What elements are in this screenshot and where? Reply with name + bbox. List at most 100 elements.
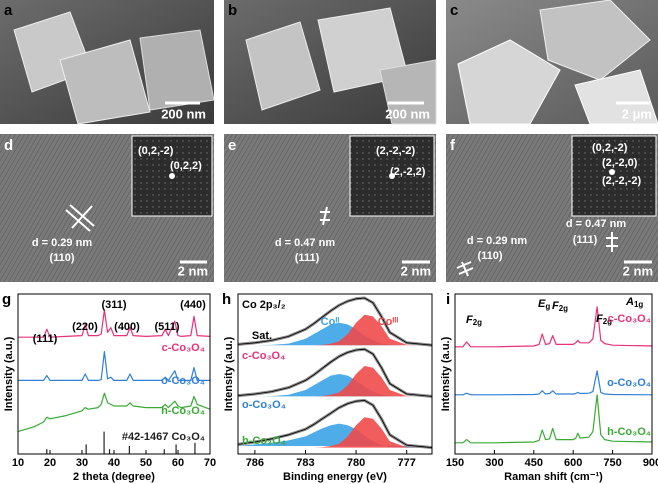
peak-sub: 2g xyxy=(559,304,568,313)
fit-component xyxy=(238,322,432,346)
fit-component xyxy=(238,366,432,397)
peak-symbol: F xyxy=(596,313,603,325)
x-tick-label: 783 xyxy=(296,457,314,469)
d-spacing: d = 0.47 nm xyxy=(275,237,335,249)
series-label: h-Co₃O₄ xyxy=(161,405,205,417)
fft-inset xyxy=(349,135,435,217)
peak-label: (220) xyxy=(72,321,98,333)
series-line xyxy=(455,370,653,396)
lattice-marker xyxy=(456,261,474,277)
fit-component xyxy=(238,417,432,448)
fft-index: (2,-2,-2) xyxy=(376,145,415,157)
peak-sub: 2g xyxy=(603,317,612,326)
chart-i-annotations: i F2g Eg F2g F2g A1g c-Co₃O₄ o-Co₃O₄ h-C… xyxy=(446,291,651,438)
panel-b: b 200 nm xyxy=(224,0,437,125)
peak-symbol: F xyxy=(466,314,473,326)
series-label: o-Co₃O₄ xyxy=(607,377,651,389)
peak-label: (400) xyxy=(114,321,140,333)
series-line xyxy=(237,297,433,346)
fft-inset xyxy=(571,135,657,217)
d-spacing: d = 0.29 nm xyxy=(467,235,527,247)
fft-index: (0,2,-2) xyxy=(138,145,174,157)
x-tick-label: 10 xyxy=(12,457,24,469)
plot-frame xyxy=(237,293,433,455)
x-tick-label: 777 xyxy=(398,457,416,469)
plate xyxy=(574,69,658,125)
plane-index: (110) xyxy=(49,252,74,264)
lattice-marker xyxy=(606,232,618,252)
peak-sub: 1g xyxy=(634,300,643,309)
panel-label: h xyxy=(222,291,231,308)
series-label: o-Co₃O₄ xyxy=(242,399,286,411)
peak-symbol: E xyxy=(538,298,546,310)
scale-label: 2 nm xyxy=(178,263,208,278)
scale-label: 200 nm xyxy=(161,106,206,121)
fft-index: (2,-2,0) xyxy=(602,157,638,169)
x-tick-label: 40 xyxy=(108,457,120,469)
peak-label: F2g xyxy=(466,314,482,327)
scale-label: 2 nm xyxy=(401,263,431,278)
series-line xyxy=(18,351,210,381)
chart-h-annotations: h Co 2p₃/₂ Sat. Coᴵᴵ Coᴵᴵᴵ c-Co₃O₄ o-Co₃… xyxy=(222,291,398,447)
y-axis-label: Intensity (a.u.) xyxy=(3,336,15,411)
series-line xyxy=(18,309,211,338)
panel-label: c xyxy=(450,2,458,19)
peak-symbol: F xyxy=(552,300,559,312)
panel-label: e xyxy=(228,137,236,154)
panel-label: f xyxy=(450,137,456,154)
x-tick-label: 780 xyxy=(347,457,365,469)
x-tick-label: 600 xyxy=(564,457,582,469)
x-tick-label: 450 xyxy=(525,457,543,469)
series-label: c-Co₃O₄ xyxy=(608,313,651,325)
panel-label: g xyxy=(2,291,11,308)
series-label: h-Co₃O₄ xyxy=(607,426,651,438)
plate xyxy=(539,0,651,81)
series-line xyxy=(237,399,433,448)
panel-label: i xyxy=(446,291,450,308)
fit-component xyxy=(238,374,432,397)
series-label: o-Co₃O₄ xyxy=(161,375,205,387)
x-tick-label: 30 xyxy=(76,457,88,469)
reference-label: #42-1467 Co₃O₄ xyxy=(122,431,205,443)
peak-label: Eg xyxy=(538,298,550,311)
d-spacing: d = 0.29 nm xyxy=(32,237,92,249)
x-tick-label: 50 xyxy=(140,457,152,469)
fft-spot xyxy=(609,169,615,175)
chart-g: 10 20 30 40 50 60 70 2 theta (degree) Intensity … xyxy=(3,293,216,483)
fft-index: (2,-2,2) xyxy=(390,166,426,178)
plane-index: (110) xyxy=(477,250,502,262)
peak-label: (440) xyxy=(180,299,206,311)
y-axis-label: Intensity (a.u.) xyxy=(223,336,235,411)
panel-f: f (0,2,-2) (2,-2,0) (2,-2,-2) d = 0.47 n… xyxy=(446,134,658,282)
fft-index: (2,-2,-2) xyxy=(602,175,641,187)
x-tick-label: 150 xyxy=(446,457,464,469)
plate xyxy=(457,39,561,125)
plot-frame xyxy=(17,293,211,455)
fft-index: (0,2,-2) xyxy=(592,142,628,154)
peak-symbol: A xyxy=(625,296,634,308)
scale-label: 2 μm xyxy=(622,106,652,121)
plot-frame xyxy=(454,293,653,455)
x-tick-label: 300 xyxy=(485,457,503,469)
peak-label: A1g xyxy=(625,296,643,309)
peak-sub: g xyxy=(545,302,550,311)
panel-e: e (2,-2,-2) (2,-2,2) d = 0.47 nm (111) 2… xyxy=(224,134,436,282)
x-tick-label: 750 xyxy=(603,457,621,469)
plane-index: (111) xyxy=(295,252,320,264)
peak-label: (111) xyxy=(33,333,58,345)
peak-label: (311) xyxy=(101,299,126,311)
satellite-label: Sat. xyxy=(252,330,272,342)
series-line xyxy=(237,348,433,397)
scale-label: 2 nm xyxy=(623,263,653,278)
panel-a: a 200 nm xyxy=(0,0,215,125)
lattice-marker xyxy=(320,206,330,226)
lattice-marker xyxy=(65,204,95,232)
d-spacing: d = 0.47 nm xyxy=(566,218,626,230)
chart-title: Co 2p₃/₂ xyxy=(242,299,286,311)
peak-label: (511) xyxy=(154,321,179,333)
scale-label: 200 nm xyxy=(385,106,430,121)
cube xyxy=(379,59,437,125)
fit-component xyxy=(238,423,432,448)
